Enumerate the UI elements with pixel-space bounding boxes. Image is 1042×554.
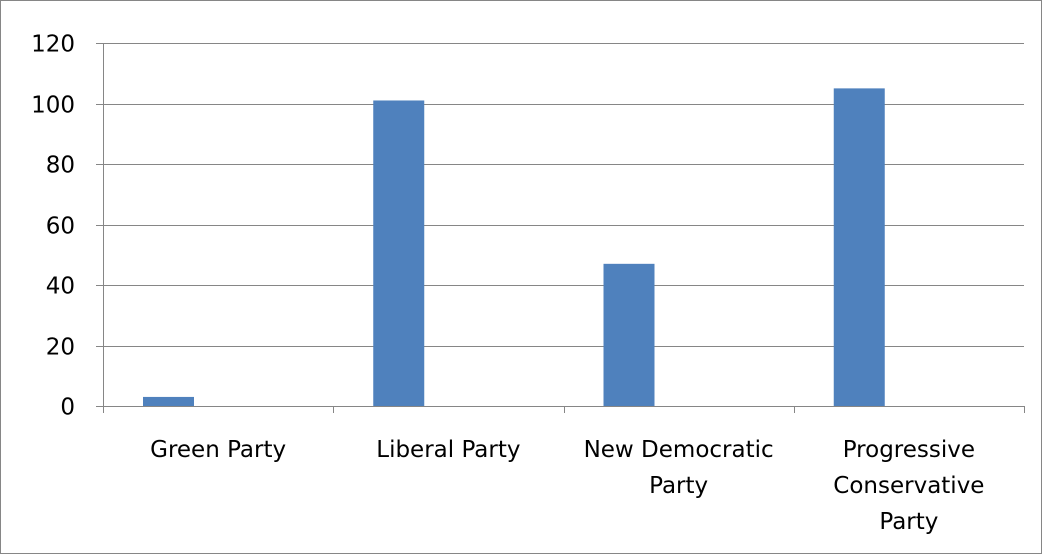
- bar-liberal-party: [373, 100, 425, 406]
- bar-progressive-conservative-party: [833, 88, 885, 406]
- bar-green-party: [143, 396, 194, 406]
- y-tick-label: 40: [46, 274, 75, 300]
- y-tick-label: 100: [31, 93, 75, 119]
- y-tick-label: 20: [46, 335, 75, 361]
- bars: [143, 88, 885, 406]
- tick-labels: 0 20 40 60 80 100 120 Green Party Liberal Party N…: [31, 32, 984, 536]
- bar-new-democratic-party: [603, 263, 655, 406]
- y-tick-label: 60: [46, 214, 75, 240]
- y-tick-label: 80: [46, 153, 75, 179]
- axes: [96, 43, 1025, 413]
- y-tick-label: 120: [31, 32, 75, 58]
- y-tick-label: 0: [60, 395, 75, 421]
- x-tick-label: Liberal Party: [376, 437, 520, 463]
- x-tick-label: Green Party: [150, 437, 286, 463]
- x-tick-label: New Democratic Party: [584, 437, 774, 499]
- x-tick-label: Progressive Conservative Party: [833, 437, 984, 535]
